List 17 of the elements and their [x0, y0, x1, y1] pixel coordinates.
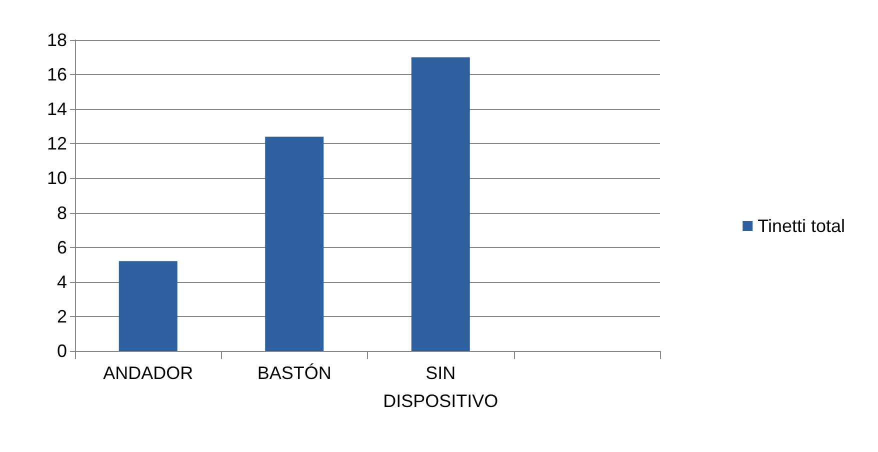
bar — [265, 136, 324, 351]
y-tick-label: 4 — [56, 272, 67, 292]
y-tick-label: 14 — [46, 99, 67, 120]
y-tick-label: 10 — [46, 168, 67, 188]
x-tick-label: BASTÓN — [257, 363, 332, 383]
bar — [118, 261, 178, 351]
y-tick-label: 16 — [46, 64, 67, 85]
y-tick-label: 2 — [56, 306, 67, 326]
legend-label: Tinetti total — [758, 216, 846, 236]
y-tick-label: 12 — [46, 134, 67, 154]
y-tick-label: 0 — [56, 341, 67, 361]
x-tick-label: SIN DISPOSITIVO — [383, 363, 498, 411]
y-tick-label: 8 — [56, 202, 67, 223]
bar — [411, 57, 470, 351]
y-tick-label: 18 — [46, 30, 67, 50]
x-tick-label: ANDADOR — [103, 363, 194, 383]
y-tick-label: 6 — [56, 237, 67, 258]
